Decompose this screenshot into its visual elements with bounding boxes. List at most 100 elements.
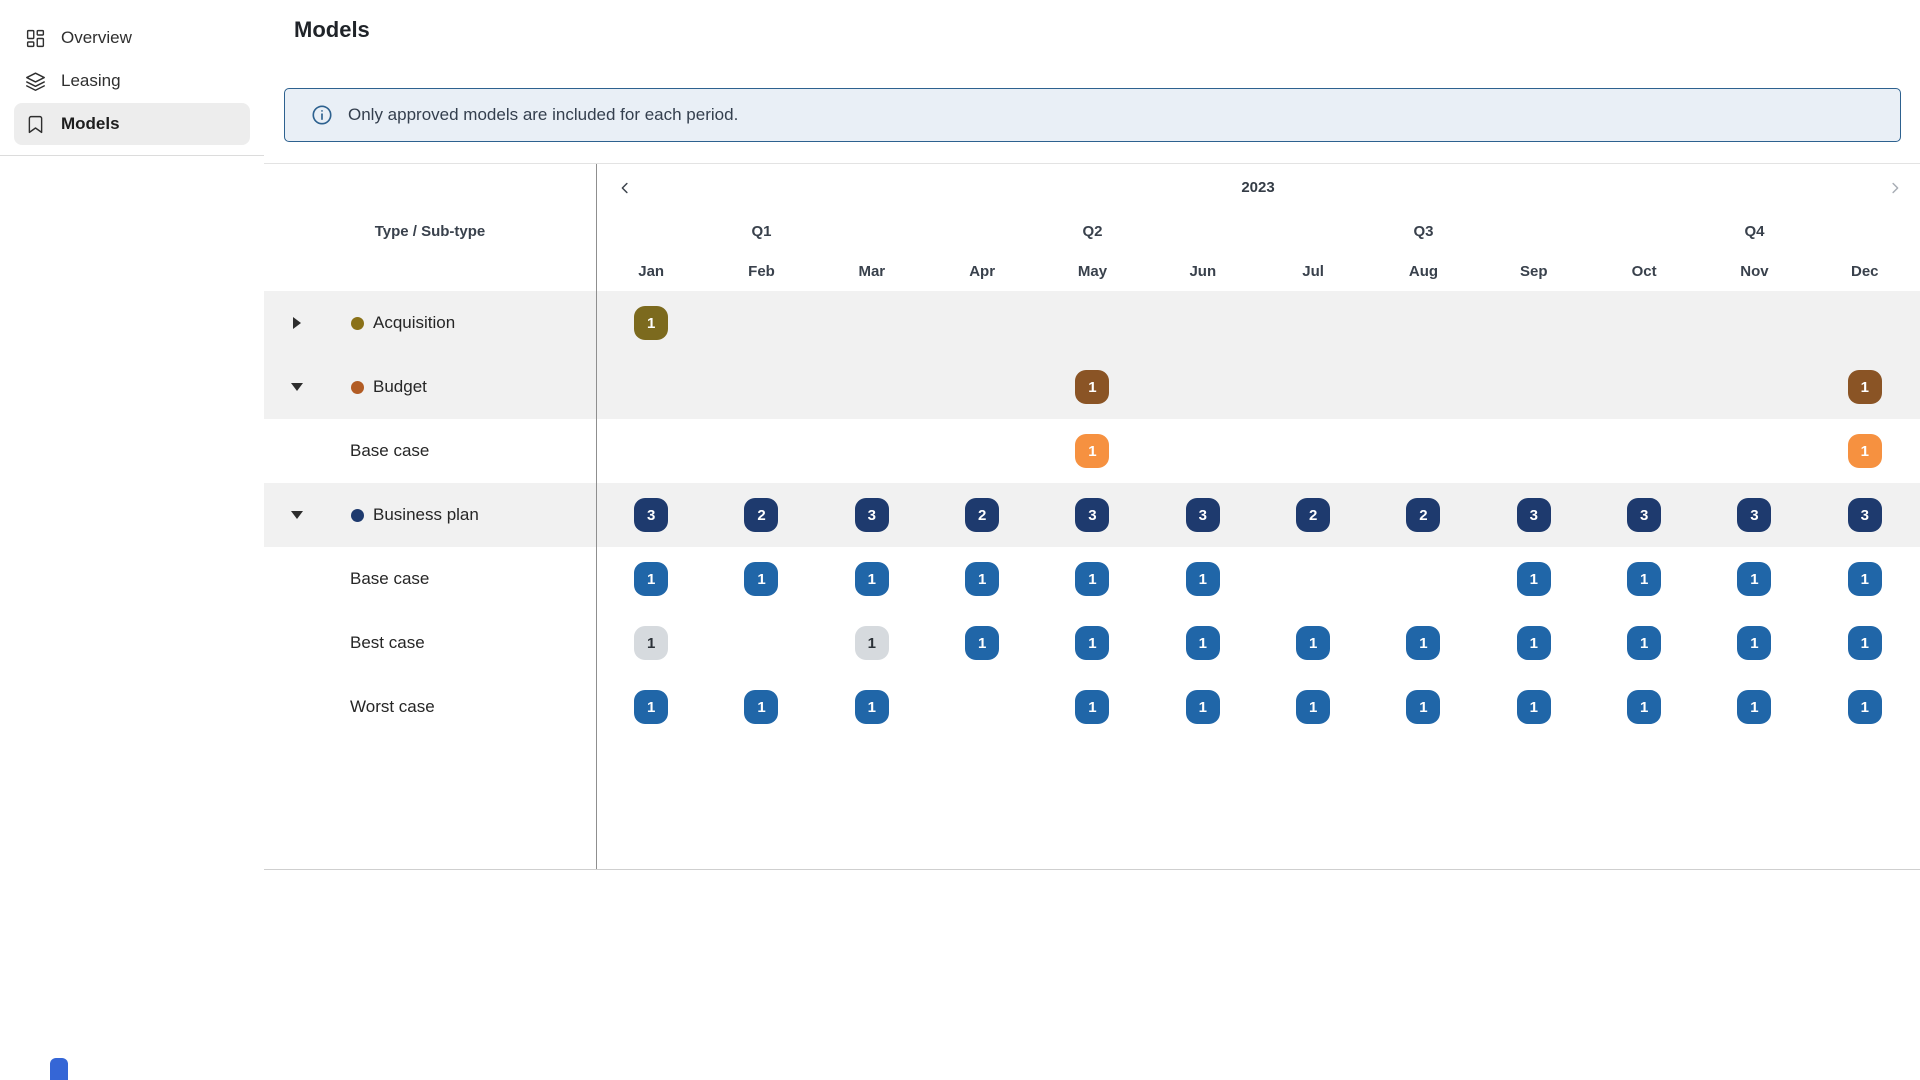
- matrix-cell-budget-jun: [1148, 355, 1258, 419]
- sidebar-item-label: Models: [61, 114, 120, 133]
- matrix-cell-base-case-mar: 1: [817, 547, 927, 611]
- model-count-badge[interactable]: 1: [1627, 562, 1662, 596]
- model-count-badge[interactable]: 1: [1185, 690, 1220, 724]
- row-label: Base case: [350, 441, 430, 460]
- matrix-cell-business-plan-nov: 3: [1699, 483, 1809, 547]
- matrix-cell-base-case-feb: [706, 419, 816, 483]
- matrix-cell-budget-nov: [1699, 355, 1809, 419]
- model-count-badge[interactable]: 1: [1075, 370, 1110, 404]
- model-count-badge[interactable]: 1: [1847, 562, 1882, 596]
- model-count-badge[interactable]: 1: [1847, 370, 1882, 404]
- model-count-badge[interactable]: 1: [1516, 626, 1551, 660]
- model-count-badge[interactable]: 2: [1296, 498, 1331, 532]
- model-count-badge[interactable]: 1: [1847, 434, 1882, 468]
- matrix-cell-business-plan-mar: 3: [817, 483, 927, 547]
- model-count-badge[interactable]: 1: [1406, 626, 1441, 660]
- chat-widget-button[interactable]: [50, 1058, 68, 1080]
- quarter-label-q2: Q2: [1082, 222, 1103, 240]
- model-count-badge[interactable]: 1: [634, 562, 669, 596]
- model-count-badge[interactable]: 1: [1847, 626, 1882, 660]
- model-count-badge[interactable]: 1: [1296, 626, 1331, 660]
- model-count-badge[interactable]: 1: [1737, 626, 1772, 660]
- matrix-cell-base-case-oct: 1: [1589, 547, 1699, 611]
- matrix-cell-acquisition-apr: [927, 291, 1037, 355]
- collapse-toggle-icon[interactable]: [291, 383, 303, 391]
- info-icon: [311, 104, 333, 126]
- model-count-badge[interactable]: 1: [854, 690, 889, 724]
- row-label: Worst case: [350, 697, 435, 716]
- model-count-badge[interactable]: 1: [854, 626, 889, 660]
- model-count-badge[interactable]: 1: [1075, 434, 1110, 468]
- model-count-badge[interactable]: 3: [1847, 498, 1882, 532]
- model-count-badge[interactable]: 1: [1627, 690, 1662, 724]
- model-count-badge[interactable]: 1: [965, 562, 1000, 596]
- matrix-cell-acquisition-nov: [1699, 291, 1809, 355]
- model-count-badge[interactable]: 1: [1075, 626, 1110, 660]
- matrix-cell-acquisition-sep: [1479, 291, 1589, 355]
- sidebar-item-overview[interactable]: Overview: [14, 17, 250, 59]
- matrix-cell-base-case-dec: 1: [1810, 547, 1920, 611]
- model-count-badge[interactable]: 1: [1516, 562, 1551, 596]
- matrix-cell-worst-case-jun: 1: [1148, 675, 1258, 739]
- model-count-badge[interactable]: 3: [1737, 498, 1772, 532]
- month-label-feb: Feb: [748, 262, 775, 280]
- model-count-badge[interactable]: 1: [1847, 690, 1882, 724]
- acquisition-dot: [351, 316, 364, 330]
- model-count-badge[interactable]: 3: [634, 498, 669, 532]
- model-count-badge[interactable]: 1: [1185, 562, 1220, 596]
- model-count-badge[interactable]: 3: [1185, 498, 1220, 532]
- column-divider: [596, 164, 597, 869]
- model-count-badge[interactable]: 1: [1185, 626, 1220, 660]
- model-count-badge[interactable]: 1: [965, 626, 1000, 660]
- month-label-apr: Apr: [969, 262, 996, 280]
- model-count-badge[interactable]: 1: [1406, 690, 1441, 724]
- matrix-cell-best-case-mar: 1: [817, 611, 927, 675]
- month-label-jan: Jan: [638, 262, 665, 280]
- expand-toggle-icon[interactable]: [293, 317, 301, 329]
- matrix-cell-acquisition-aug: [1368, 291, 1478, 355]
- sidebar-item-label: Overview: [61, 28, 132, 47]
- model-count-badge[interactable]: 1: [1737, 562, 1772, 596]
- matrix-cell-worst-case-nov: 1: [1699, 675, 1809, 739]
- matrix-cell-acquisition-jan: 1: [596, 291, 706, 355]
- bookmark-icon: [24, 113, 46, 135]
- next-year-button[interactable]: [1882, 175, 1908, 201]
- model-count-badge[interactable]: 1: [1075, 562, 1110, 596]
- model-count-badge[interactable]: 3: [1075, 498, 1110, 532]
- model-count-badge[interactable]: 1: [1737, 690, 1772, 724]
- model-count-badge[interactable]: 1: [1627, 626, 1662, 660]
- model-count-badge[interactable]: 3: [1516, 498, 1551, 532]
- row-label-cell-budget: Budget: [264, 355, 596, 419]
- quarter-label-q1: Q1: [751, 222, 772, 240]
- model-count-badge[interactable]: 1: [1516, 690, 1551, 724]
- model-count-badge[interactable]: 1: [634, 626, 669, 660]
- model-count-badge[interactable]: 2: [1406, 498, 1441, 532]
- model-count-badge[interactable]: 1: [744, 690, 779, 724]
- info-banner-text: Only approved models are included for ea…: [348, 105, 739, 124]
- model-count-badge[interactable]: 1: [744, 562, 779, 596]
- sidebar-item-label: Leasing: [61, 71, 121, 90]
- month-header-row: Jan Feb Mar Apr May Jun Jul Aug Sep Oct Nov Dec: [264, 251, 1920, 291]
- model-count-badge[interactable]: 1: [1075, 690, 1110, 724]
- matrix-cell-base-case-aug: [1368, 547, 1478, 611]
- collapse-toggle-icon[interactable]: [291, 511, 303, 519]
- sidebar-item-leasing[interactable]: Leasing: [14, 60, 250, 102]
- matrix-cell-acquisition-jun: [1148, 291, 1258, 355]
- sidebar: Overview Leasing Models: [0, 0, 264, 1080]
- dashboard-icon: [24, 27, 46, 49]
- matrix-cell-budget-oct: [1589, 355, 1699, 419]
- model-count-badge[interactable]: 2: [744, 498, 779, 532]
- month-label-aug: Aug: [1408, 262, 1439, 280]
- sidebar-item-models[interactable]: Models: [14, 103, 250, 145]
- prev-year-button[interactable]: [612, 175, 638, 201]
- model-count-badge[interactable]: 1: [634, 690, 669, 724]
- matrix-cell-budget-mar: [817, 355, 927, 419]
- matrix-cell-best-case-dec: 1: [1810, 611, 1920, 675]
- model-count-badge[interactable]: 1: [1296, 690, 1331, 724]
- model-count-badge[interactable]: 1: [634, 306, 669, 340]
- model-count-badge[interactable]: 1: [854, 562, 889, 596]
- model-count-badge[interactable]: 3: [854, 498, 889, 532]
- model-count-badge[interactable]: 2: [965, 498, 1000, 532]
- main-content: Models Only approved models are included…: [264, 0, 1920, 1080]
- model-count-badge[interactable]: 3: [1627, 498, 1662, 532]
